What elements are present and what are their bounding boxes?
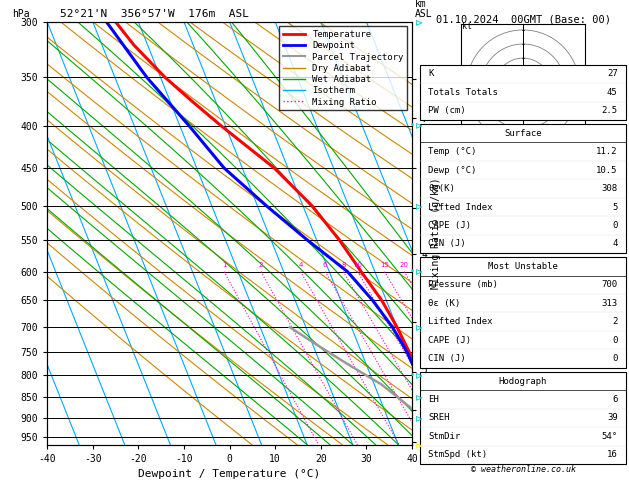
Text: ⊳: ⊳ bbox=[415, 267, 423, 277]
Text: ⊳: ⊳ bbox=[415, 413, 423, 423]
Text: 2.5: 2.5 bbox=[601, 106, 618, 115]
Text: CAPE (J): CAPE (J) bbox=[428, 336, 471, 345]
Text: 0: 0 bbox=[612, 354, 618, 363]
Text: 5: 5 bbox=[612, 203, 618, 211]
Text: 45: 45 bbox=[607, 88, 618, 97]
Text: Temp (°C): Temp (°C) bbox=[428, 147, 477, 156]
Text: 10.5: 10.5 bbox=[596, 166, 618, 174]
Text: 2: 2 bbox=[612, 317, 618, 326]
Text: 0: 0 bbox=[612, 336, 618, 345]
Text: ⊳: ⊳ bbox=[415, 201, 423, 211]
Text: ⊳: ⊳ bbox=[415, 370, 423, 380]
Text: StmSpd (kt): StmSpd (kt) bbox=[428, 451, 487, 459]
Text: Totals Totals: Totals Totals bbox=[428, 88, 498, 97]
Text: θε (K): θε (K) bbox=[428, 299, 460, 308]
Text: 1: 1 bbox=[222, 262, 226, 268]
Text: θε(K): θε(K) bbox=[428, 184, 455, 193]
Text: kt: kt bbox=[462, 21, 472, 31]
Text: PW (cm): PW (cm) bbox=[428, 106, 466, 115]
Text: km
ASL: km ASL bbox=[415, 0, 433, 19]
Text: ⊳: ⊳ bbox=[415, 440, 423, 450]
Text: hPa: hPa bbox=[13, 9, 30, 19]
Text: ⊳: ⊳ bbox=[415, 322, 423, 332]
Text: Mixing Ratio (g/kg): Mixing Ratio (g/kg) bbox=[431, 177, 441, 289]
Text: 700: 700 bbox=[601, 280, 618, 289]
Text: •: • bbox=[410, 121, 415, 130]
Text: 20: 20 bbox=[400, 262, 409, 268]
Text: Most Unstable: Most Unstable bbox=[488, 262, 558, 271]
Text: 54°: 54° bbox=[601, 432, 618, 441]
Text: 308: 308 bbox=[601, 184, 618, 193]
Text: 4: 4 bbox=[612, 240, 618, 248]
X-axis label: Dewpoint / Temperature (°C): Dewpoint / Temperature (°C) bbox=[138, 469, 321, 479]
Text: 39: 39 bbox=[607, 414, 618, 422]
Text: Hodograph: Hodograph bbox=[499, 377, 547, 385]
Text: ⊳: ⊳ bbox=[415, 17, 423, 27]
Legend: Temperature, Dewpoint, Parcel Trajectory, Dry Adiabat, Wet Adiabat, Isotherm, Mi: Temperature, Dewpoint, Parcel Trajectory… bbox=[279, 26, 408, 110]
Text: K: K bbox=[428, 69, 434, 78]
Text: 6: 6 bbox=[323, 262, 328, 268]
Text: 52°21'N  356°57'W  176m  ASL: 52°21'N 356°57'W 176m ASL bbox=[60, 9, 248, 19]
Text: EH: EH bbox=[428, 395, 439, 404]
Text: 6: 6 bbox=[612, 395, 618, 404]
Text: Dewp (°C): Dewp (°C) bbox=[428, 166, 477, 174]
Text: 2: 2 bbox=[259, 262, 263, 268]
Text: CIN (J): CIN (J) bbox=[428, 354, 466, 363]
Text: 0: 0 bbox=[612, 221, 618, 230]
Text: © weatheronline.co.uk: © weatheronline.co.uk bbox=[470, 465, 576, 474]
Text: 313: 313 bbox=[601, 299, 618, 308]
Text: 27: 27 bbox=[607, 69, 618, 78]
Text: •: • bbox=[410, 371, 415, 380]
Text: Surface: Surface bbox=[504, 129, 542, 138]
Text: 10: 10 bbox=[353, 262, 362, 268]
Text: 01.10.2024  00GMT (Base: 00): 01.10.2024 00GMT (Base: 00) bbox=[435, 15, 611, 25]
Text: SREH: SREH bbox=[428, 414, 450, 422]
Text: CAPE (J): CAPE (J) bbox=[428, 221, 471, 230]
Text: 11.2: 11.2 bbox=[596, 147, 618, 156]
Text: CIN (J): CIN (J) bbox=[428, 240, 466, 248]
Text: 4: 4 bbox=[299, 262, 303, 268]
Text: ⊳: ⊳ bbox=[415, 121, 423, 131]
Text: ⊳: ⊳ bbox=[415, 392, 423, 402]
Text: Lifted Index: Lifted Index bbox=[428, 317, 493, 326]
Text: Pressure (mb): Pressure (mb) bbox=[428, 280, 498, 289]
Text: StmDir: StmDir bbox=[428, 432, 460, 441]
Text: 16: 16 bbox=[607, 451, 618, 459]
Text: 15: 15 bbox=[380, 262, 389, 268]
Text: •: • bbox=[410, 267, 415, 276]
Text: Lifted Index: Lifted Index bbox=[428, 203, 493, 211]
Text: 8: 8 bbox=[341, 262, 345, 268]
